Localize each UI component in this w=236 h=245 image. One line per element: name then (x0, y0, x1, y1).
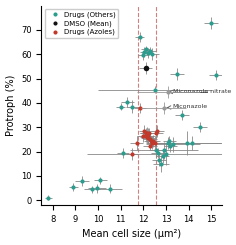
Text: Miconazole: Miconazole (167, 104, 208, 109)
Text: Miconazole nitrate: Miconazole nitrate (169, 89, 231, 95)
Y-axis label: Protroph (%): Protroph (%) (6, 75, 16, 136)
X-axis label: Mean cell size (μm²): Mean cell size (μm²) (82, 230, 181, 239)
Legend: Drugs (Others), DMSO (Mean), Drugs (Azoles): Drugs (Others), DMSO (Mean), Drugs (Azol… (45, 9, 118, 38)
